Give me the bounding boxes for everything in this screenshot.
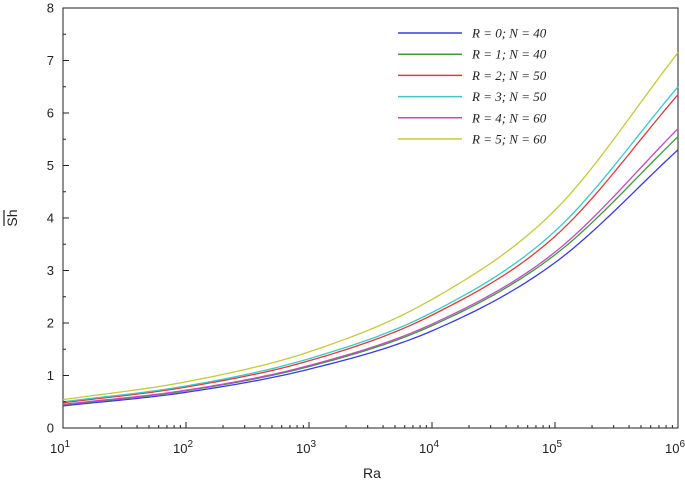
legend-label: R = 2; N = 50 (471, 68, 547, 83)
series-line (62, 128, 679, 406)
series-line (62, 136, 679, 406)
x-tick-label: 104 (419, 439, 439, 456)
y-tick-label: 1 (47, 368, 54, 383)
legend-label: R = 3; N = 50 (471, 89, 547, 104)
y-tick-label: 4 (47, 211, 54, 226)
plot-area (62, 7, 679, 429)
y-tick-label: 0 (47, 421, 54, 436)
x-tick-label: 101 (50, 439, 70, 456)
legend-label: R = 0; N = 40 (471, 26, 547, 41)
series-line (62, 94, 679, 404)
x-axis-title: Ra (363, 465, 381, 481)
x-tick-label: 102 (173, 439, 193, 456)
legend-label: R = 1; N = 40 (471, 47, 547, 62)
legend-label: R = 4; N = 60 (471, 110, 547, 125)
y-tick-label: 5 (47, 158, 54, 173)
series-line (62, 52, 679, 401)
y-tick-label: 6 (47, 106, 54, 121)
y-tick-label: 7 (47, 53, 54, 68)
series-layer (62, 52, 679, 407)
y-tick-label: 8 (47, 1, 54, 16)
y-tick-label: 3 (47, 263, 54, 278)
axes-layer: 0 1 2 3 4 5 6 7 8 101 102 103 104 105 106 (47, 1, 685, 457)
plot-frame (62, 7, 679, 429)
x-tick-label: 106 (665, 439, 685, 456)
series-line (62, 86, 679, 403)
legend: R = 0; N = 40 R = 1; N = 40 R = 2; N = 50 R… (398, 26, 547, 147)
legend-label: R = 5; N = 60 (471, 132, 547, 147)
y-axis-title-group: Sh (3, 209, 20, 227)
x-tick-label: 103 (296, 439, 316, 456)
x-tick-label: 105 (542, 439, 562, 456)
y-axis-title: Sh (4, 209, 20, 226)
series-line (62, 149, 679, 407)
y-tick-label: 2 (47, 316, 54, 331)
